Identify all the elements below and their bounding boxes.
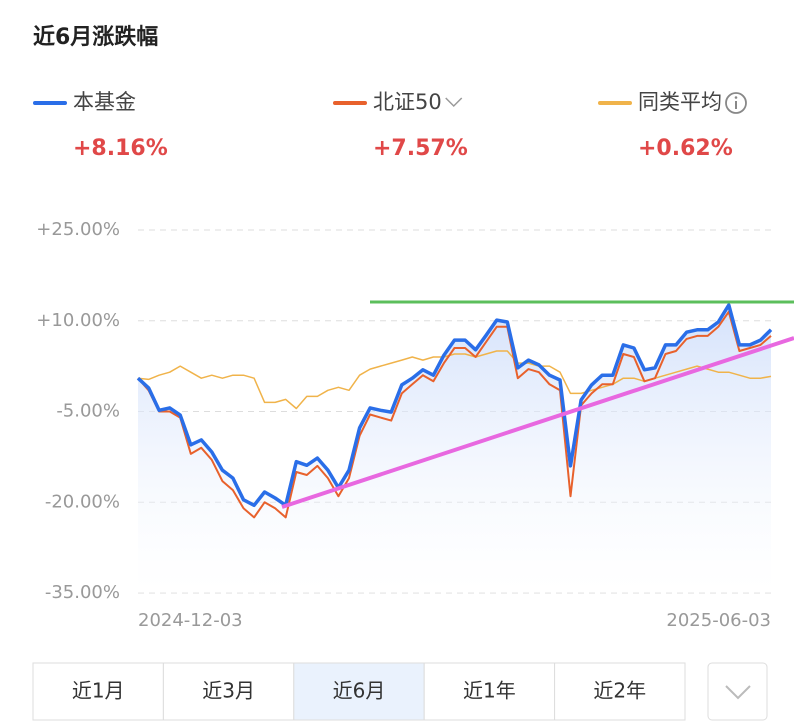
series-change: +7.57% <box>373 136 468 161</box>
series-change: +0.62% <box>638 136 733 161</box>
period-label: 近2年 <box>593 679 646 703</box>
period-label: 近3月 <box>202 679 255 703</box>
y-tick-label: -5.00% <box>56 401 120 422</box>
x-tick-label: 2025-06-03 <box>666 610 771 631</box>
more-button[interactable] <box>707 662 768 721</box>
y-tick-label: -35.00% <box>45 582 120 603</box>
y-tick-label: +10.00% <box>36 310 120 331</box>
chart-title: 近6月涨跌幅 <box>33 24 158 50</box>
period-button[interactable] <box>423 662 556 721</box>
series-line <box>136 303 773 508</box>
x-tick-label: 2024-12-03 <box>138 610 243 631</box>
period-button[interactable] <box>554 662 686 721</box>
series-change: +8.16% <box>73 136 168 161</box>
series-line <box>137 310 772 519</box>
chevron-icon <box>725 685 751 700</box>
info-icon-dot <box>734 96 738 99</box>
period-button[interactable] <box>293 662 425 721</box>
period-label: 近1年 <box>463 679 516 703</box>
y-tick-label: -20.00% <box>45 491 120 512</box>
legend-label: 北证50 <box>373 90 442 114</box>
y-tick-label: +25.00% <box>36 219 120 240</box>
period-buttons: 近1月 近3月 近6月 近1年 近2年 <box>32 662 686 721</box>
legend: 本基金 +8.16% 北证50 +7.57% 同类平均 +0.62% <box>33 90 747 161</box>
plot: +25.00% +10.00% -5.00% -20.00% -35.00% 2024-1… <box>36 219 773 631</box>
legend-label: 本基金 <box>73 90 136 114</box>
legend-label: 同类平均 <box>638 90 722 114</box>
period-label: 近1月 <box>72 679 125 703</box>
period-button[interactable] <box>32 662 164 721</box>
dropdown-icon <box>445 97 463 108</box>
period-button[interactable] <box>162 662 295 721</box>
period-label: 近6月 <box>333 679 386 703</box>
trend-line <box>281 336 794 509</box>
series-line <box>137 350 772 410</box>
info-icon <box>725 92 747 114</box>
